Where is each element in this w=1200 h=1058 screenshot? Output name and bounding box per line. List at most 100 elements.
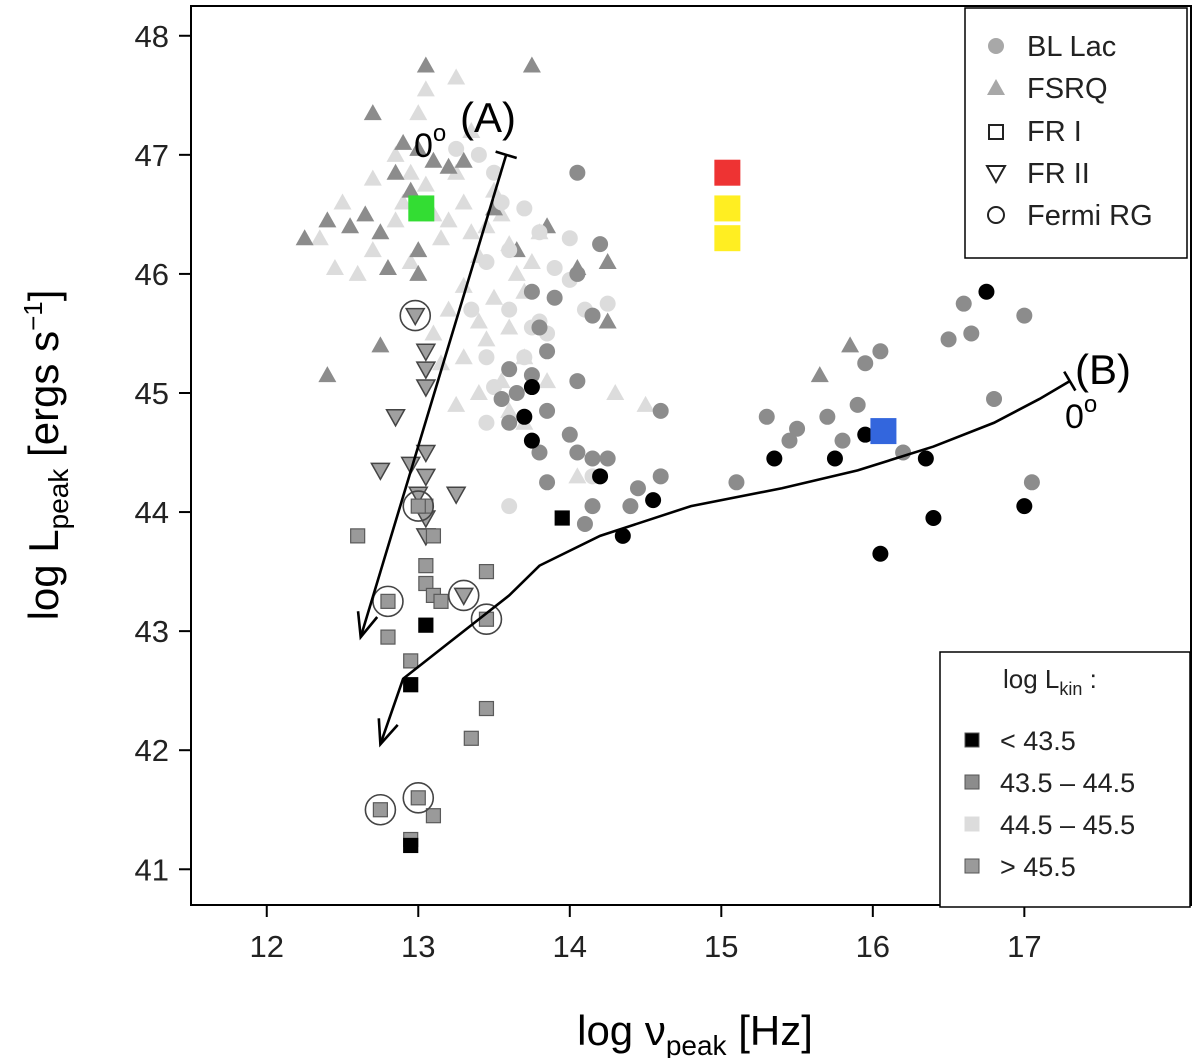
y-tick-label: 46	[135, 257, 169, 292]
lkin-label: < 43.5	[1000, 726, 1076, 756]
bl-lac-point	[523, 379, 540, 396]
x-tick-label: 17	[1007, 929, 1041, 964]
y-tick-label: 45	[135, 376, 169, 411]
bl-lac-point	[584, 498, 601, 515]
fr1-point	[372, 802, 388, 818]
fsrq-point	[394, 133, 413, 150]
bl-lac-point	[781, 432, 798, 449]
fsrq-point	[424, 324, 443, 341]
fsrq-point	[439, 211, 458, 228]
fermi-rg-ring	[402, 782, 435, 814]
bl-lac-point	[978, 283, 995, 300]
fsrq-point	[348, 264, 367, 281]
fr1-point	[478, 700, 495, 717]
fsrq-point	[341, 217, 360, 234]
fsrq-point	[356, 205, 375, 222]
bl-lac-point	[516, 200, 533, 217]
bl-lac-point	[546, 289, 563, 306]
fsrq-point	[522, 56, 541, 73]
highlight-marker	[714, 159, 741, 186]
legend-fr1-label: FR I	[1027, 116, 1082, 148]
highlight-marker	[870, 418, 897, 445]
fsrq-point	[454, 348, 473, 365]
bl-lac-point	[652, 402, 669, 419]
bl-lac-point	[531, 319, 548, 336]
bl-lac-point	[501, 301, 518, 318]
y-tick-label: 41	[135, 852, 169, 887]
fr2-point	[445, 486, 467, 505]
fsrq-point	[401, 181, 420, 198]
track-a-arrowhead	[356, 611, 379, 641]
y-axis-label: log Lpeak [ergs s−1]	[18, 290, 74, 621]
y-tick-label: 47	[135, 138, 169, 173]
bl-lac-point	[569, 373, 586, 390]
fsrq-point	[500, 318, 519, 335]
bl-lac-point	[531, 444, 548, 461]
track-b-angle-label: 0o	[1065, 391, 1097, 436]
bl-lac-point	[569, 265, 586, 282]
fsrq-point	[318, 211, 337, 228]
fr2-point	[404, 307, 426, 327]
bl-lac-point	[849, 396, 866, 413]
fr1-point	[554, 510, 570, 526]
fr1-point	[418, 558, 434, 574]
fermi-rg-ring	[402, 490, 435, 522]
bl-lac-point	[523, 367, 540, 384]
lkin-label: > 45.5	[1000, 852, 1076, 882]
legend-fr2-marker	[985, 165, 1007, 185]
bl-lac-point	[539, 474, 556, 491]
bl-lac-point	[766, 450, 783, 467]
fr2-point	[385, 409, 406, 428]
fr1-point	[403, 653, 419, 669]
fsrq-point	[507, 264, 526, 281]
fermi-rg-rings	[364, 299, 503, 826]
bl-lac-point	[857, 426, 874, 443]
fr2-point	[415, 444, 437, 464]
bl-lac-point	[614, 527, 631, 544]
bl-lac-point	[508, 384, 525, 401]
bl-lac-point	[539, 343, 556, 360]
bl-lac-point	[622, 498, 639, 515]
track-b-label: (B)	[1075, 346, 1131, 393]
fr1-point	[463, 730, 479, 746]
bl-lac-point	[826, 450, 843, 467]
fermi-rg-ring	[364, 793, 397, 826]
fr1-point	[410, 498, 426, 514]
fr1-point	[380, 629, 396, 645]
fsrq-point	[462, 223, 481, 240]
fsrq-point	[394, 193, 413, 210]
fsrq-point	[310, 229, 329, 246]
bl-lac-point	[819, 408, 836, 425]
fsrq-point	[325, 258, 344, 275]
bl-lac-point	[486, 379, 503, 396]
fr2-point	[400, 456, 421, 475]
lkin-swatch	[964, 858, 980, 874]
fsrq-point	[333, 193, 352, 210]
fr2-point	[415, 468, 437, 487]
bl-lac-point	[789, 420, 806, 437]
bl-lac-point	[523, 283, 540, 300]
bl-lac-point	[599, 450, 616, 467]
fsrq-point	[378, 258, 397, 275]
lkin-label: 44.5 – 45.5	[1000, 810, 1135, 840]
fsrq-point	[409, 241, 428, 258]
x-tick-label: 13	[401, 929, 435, 964]
fsrq-point	[401, 163, 420, 180]
bl-lac-point	[872, 343, 889, 360]
y-tick-label: 44	[135, 495, 169, 530]
fr2-point	[415, 343, 437, 362]
plot-frame	[190, 5, 1192, 906]
fsrq-point	[522, 253, 541, 270]
bl-lac-point	[592, 468, 609, 485]
lkin-swatch	[964, 816, 980, 832]
track-a-start-bar	[495, 150, 518, 160]
legend-symbols: BL Lac FSRQ FR I FR II Fermi RG	[964, 7, 1188, 259]
legend-fr1-marker	[988, 124, 1004, 140]
fsrq-point	[462, 122, 481, 139]
fsrq-point	[386, 211, 405, 228]
bl-lac-point	[728, 474, 745, 491]
track-b-start-bar	[1063, 370, 1077, 392]
bl-lac-point	[569, 444, 586, 461]
legend-bl-lac-marker	[988, 38, 1004, 54]
